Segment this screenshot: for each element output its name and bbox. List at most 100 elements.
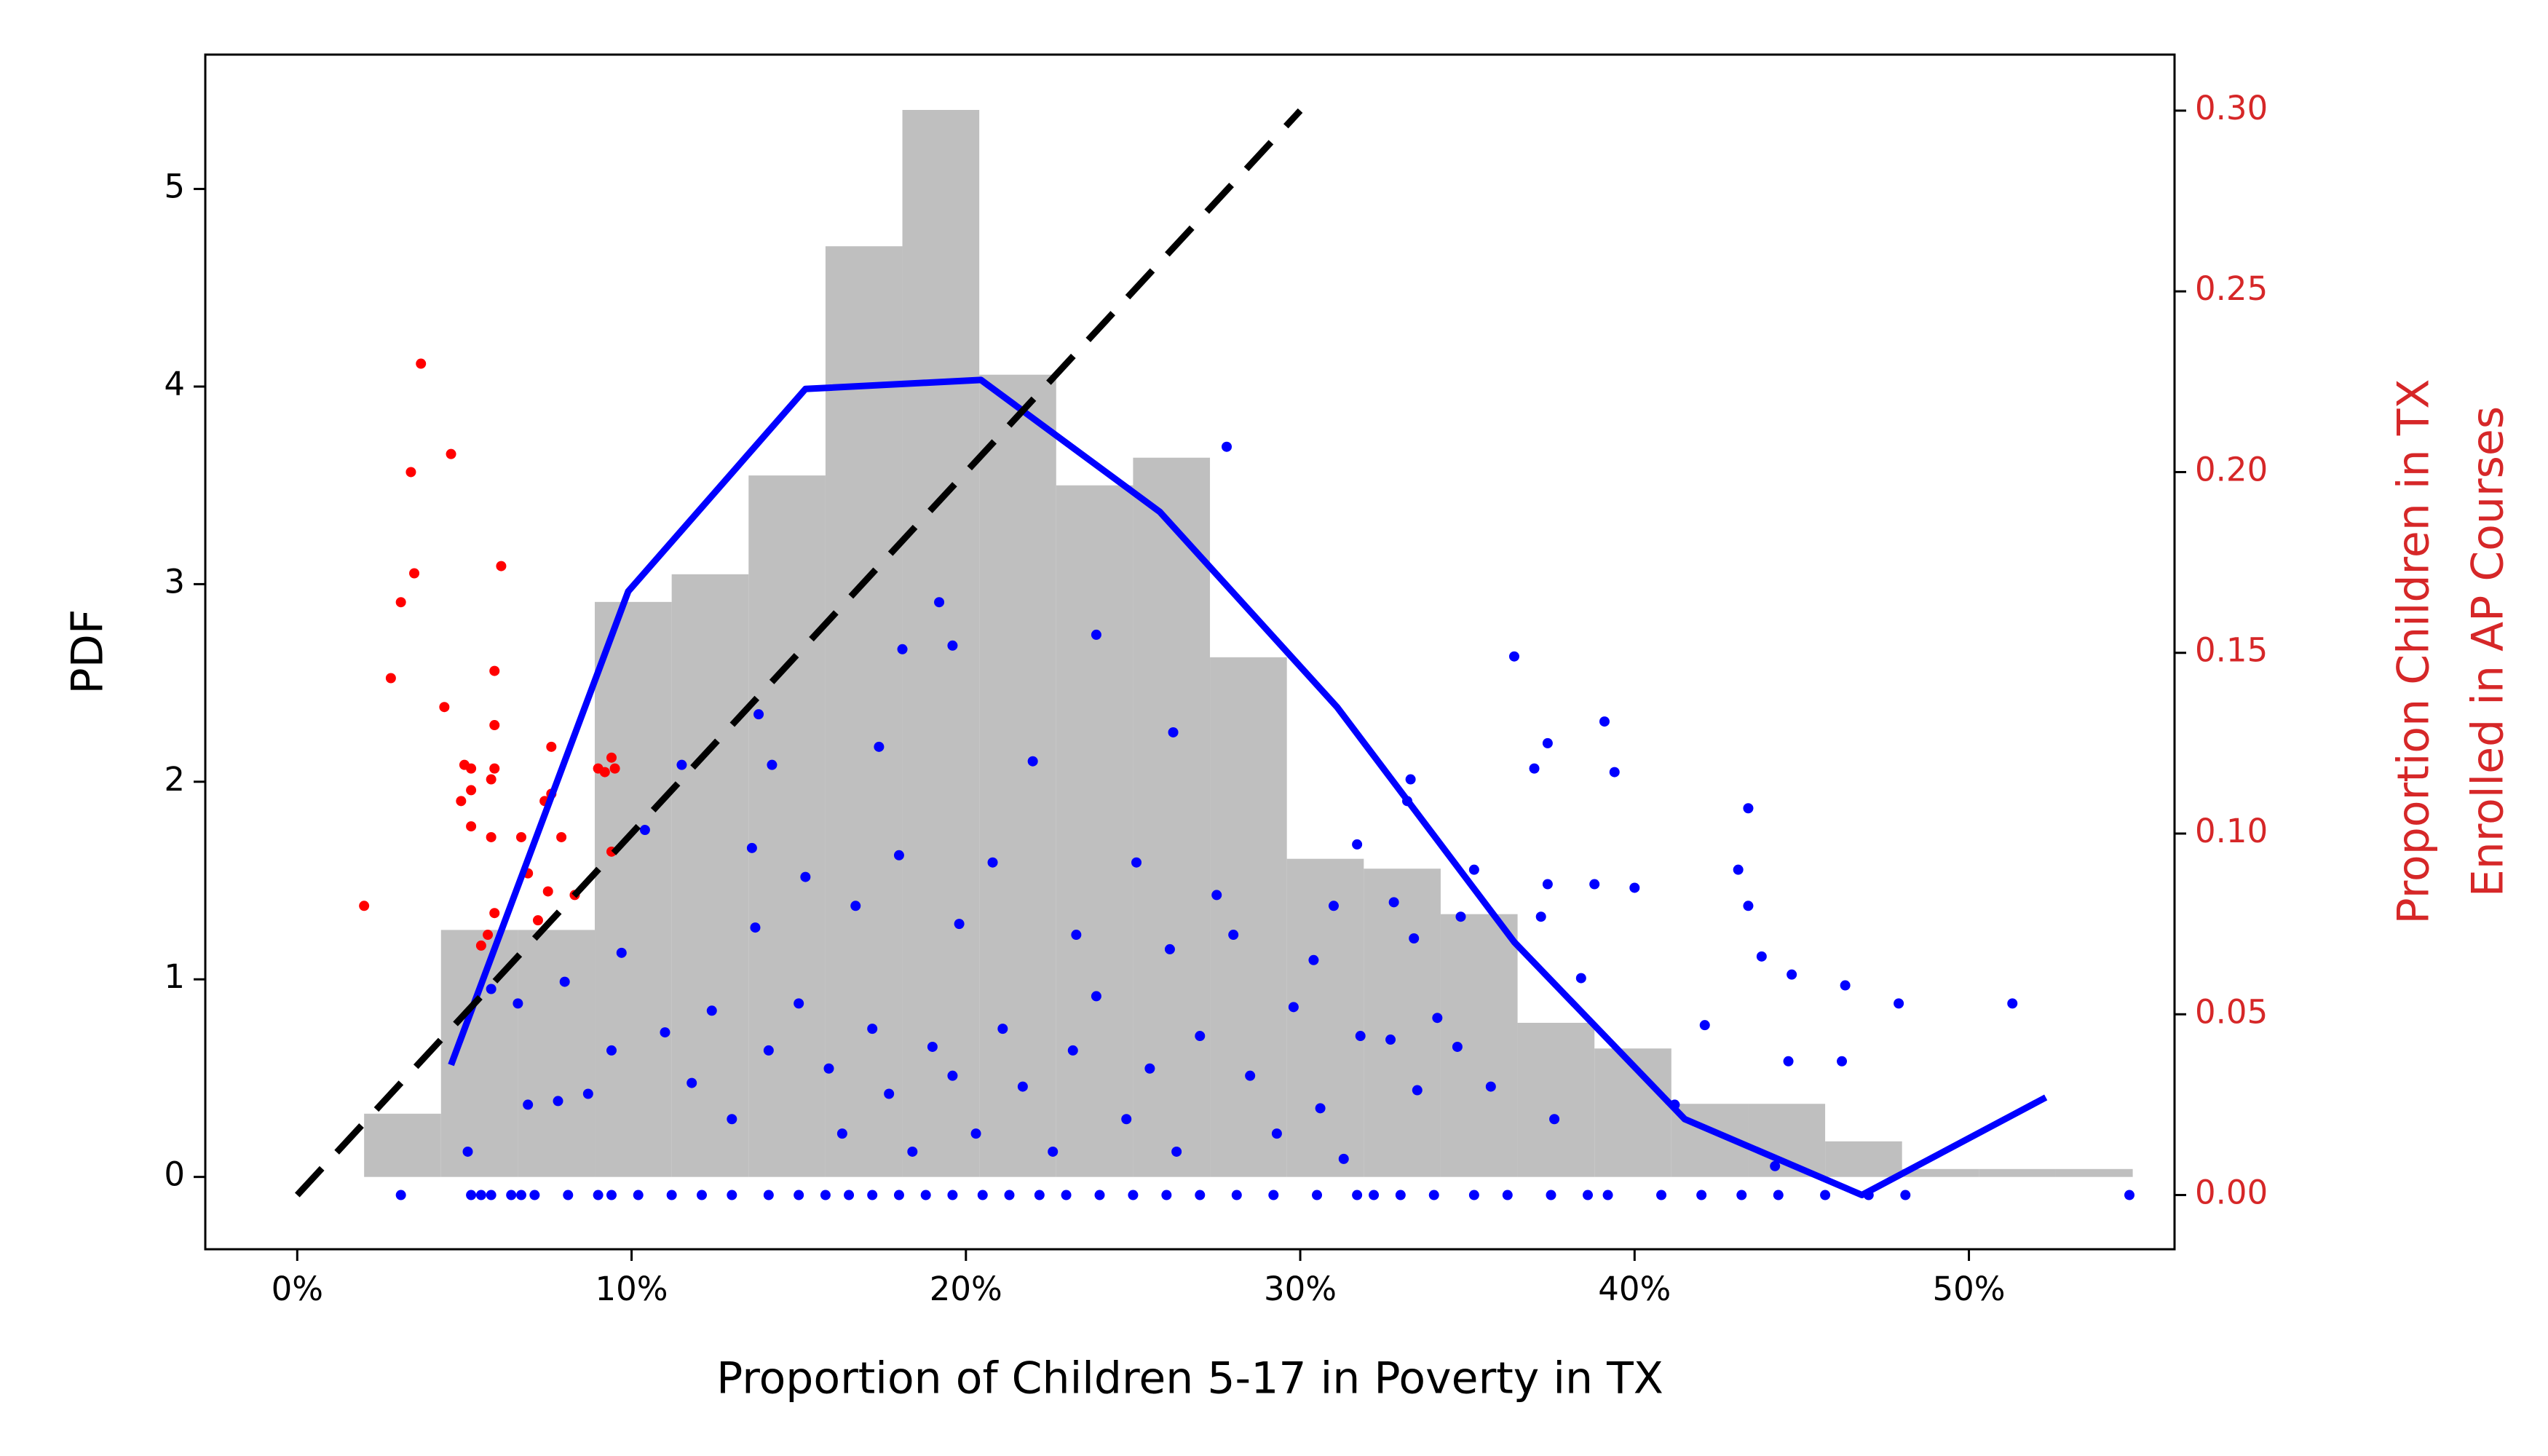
- y2-axis-label: Proportion Children in TX: [2389, 379, 2440, 925]
- scatter-point: [1699, 1020, 1710, 1031]
- scatter-point: [1409, 933, 1420, 943]
- scatter-point: [1338, 1153, 1349, 1164]
- scatter-point: [1017, 1081, 1028, 1092]
- scatter-point: [563, 1190, 574, 1200]
- scatter-point: [823, 1063, 834, 1074]
- histogram-bar: [902, 109, 980, 1177]
- scatter-point: [486, 984, 496, 994]
- histogram-bar: [1440, 914, 1518, 1177]
- y2-tick-label: 0.05: [2195, 992, 2268, 1031]
- scatter-point: [1656, 1190, 1667, 1200]
- scatter-point: [1468, 864, 1479, 875]
- scatter-point: [1004, 1190, 1015, 1200]
- scatter-point: [1268, 1190, 1279, 1200]
- scatter-point: [489, 720, 500, 731]
- histogram-bar: [671, 574, 749, 1177]
- scatter-point: [553, 1096, 563, 1107]
- scatter-point: [1168, 727, 1179, 737]
- x-tick-label: 40%: [1598, 1270, 1671, 1308]
- scatter-point: [542, 886, 553, 897]
- histogram-bar: [1210, 657, 1287, 1177]
- scatter-point: [1395, 1190, 1406, 1200]
- scatter-point: [763, 1190, 774, 1200]
- x-tick-label: 0%: [272, 1270, 323, 1308]
- scatter-point: [767, 759, 778, 770]
- scatter-point: [606, 1045, 617, 1056]
- histogram-bar: [1286, 858, 1364, 1177]
- scatter-point: [687, 1077, 697, 1088]
- scatter-point: [1900, 1190, 1911, 1200]
- scatter-point: [893, 850, 904, 860]
- scatter-point: [1455, 911, 1466, 922]
- scatter-point: [489, 908, 500, 919]
- scatter-point: [727, 1114, 737, 1125]
- scatter-point: [800, 871, 811, 882]
- scatter-point: [1583, 1190, 1594, 1200]
- scatter-point: [1128, 1190, 1139, 1200]
- scatter-point: [506, 1190, 517, 1200]
- scatter-point: [1485, 1081, 1496, 1092]
- scatter-point: [1369, 1190, 1380, 1200]
- scatter-point: [907, 1146, 918, 1157]
- scatter-point: [486, 1190, 496, 1200]
- scatter-point: [1328, 901, 1339, 911]
- scatter-point: [1840, 980, 1851, 991]
- scatter-point: [997, 1024, 1008, 1034]
- scatter-point: [462, 1146, 473, 1157]
- scatter-point: [582, 1088, 593, 1099]
- scatter-point: [515, 1190, 526, 1200]
- scatter-point: [794, 998, 804, 1009]
- dashed-line: [294, 108, 1303, 1198]
- y-tick-label: 0: [164, 1155, 185, 1194]
- scatter-point: [1164, 943, 1175, 954]
- scatter-point: [727, 1190, 737, 1200]
- x-tick-label: 20%: [930, 1270, 1002, 1308]
- scatter-point: [486, 774, 496, 785]
- scatter-point: [1271, 1128, 1282, 1139]
- scatter-point: [1529, 763, 1540, 774]
- scatter-point: [1211, 890, 1222, 901]
- scatter-point: [546, 741, 557, 752]
- scatter-point: [1733, 864, 1744, 875]
- scatter-point: [867, 1024, 878, 1034]
- scatter-point: [395, 1190, 406, 1200]
- scatter-point: [1312, 1190, 1323, 1200]
- scatter-point: [1412, 1085, 1423, 1096]
- scatter-point: [1787, 969, 1797, 980]
- scatter-point: [763, 1045, 774, 1056]
- scatter-point: [475, 1190, 486, 1200]
- scatter-point: [1315, 1103, 1326, 1114]
- scatter-point: [1837, 1056, 1848, 1067]
- scatter-point: [947, 1190, 958, 1200]
- scatter-point: [1061, 1190, 1072, 1200]
- scatter-point: [1773, 1190, 1784, 1200]
- scatter-point: [513, 998, 523, 1009]
- scatter-point: [987, 857, 998, 868]
- scatter-point: [874, 741, 885, 752]
- scatter-point: [706, 1005, 717, 1016]
- scatter-point: [893, 1190, 904, 1200]
- scatter-point: [977, 1190, 988, 1200]
- scatter-point: [593, 1190, 604, 1200]
- scatter-point: [666, 1190, 677, 1200]
- scatter-point: [1599, 716, 1610, 727]
- scatter-point: [456, 796, 467, 807]
- scatter-point: [934, 597, 945, 608]
- scatter-point: [1388, 897, 1399, 908]
- scatter-point: [947, 1070, 958, 1081]
- scatter-point: [1820, 1190, 1831, 1200]
- scatter-point: [794, 1190, 804, 1200]
- scatter-point: [1067, 1045, 1078, 1056]
- x-axis-label: Proportion of Children 5-17 in Poverty i…: [716, 1353, 1663, 1404]
- scatter-point: [2007, 998, 2018, 1009]
- scatter-point: [1288, 1002, 1299, 1013]
- scatter-point: [1546, 1190, 1556, 1200]
- scatter-point: [633, 1190, 644, 1200]
- scatter-point: [466, 1190, 477, 1200]
- scatter-point: [1405, 774, 1416, 785]
- histogram-bar: [1056, 485, 1133, 1177]
- scatter-point: [920, 1190, 931, 1200]
- scatter-point: [1308, 954, 1319, 965]
